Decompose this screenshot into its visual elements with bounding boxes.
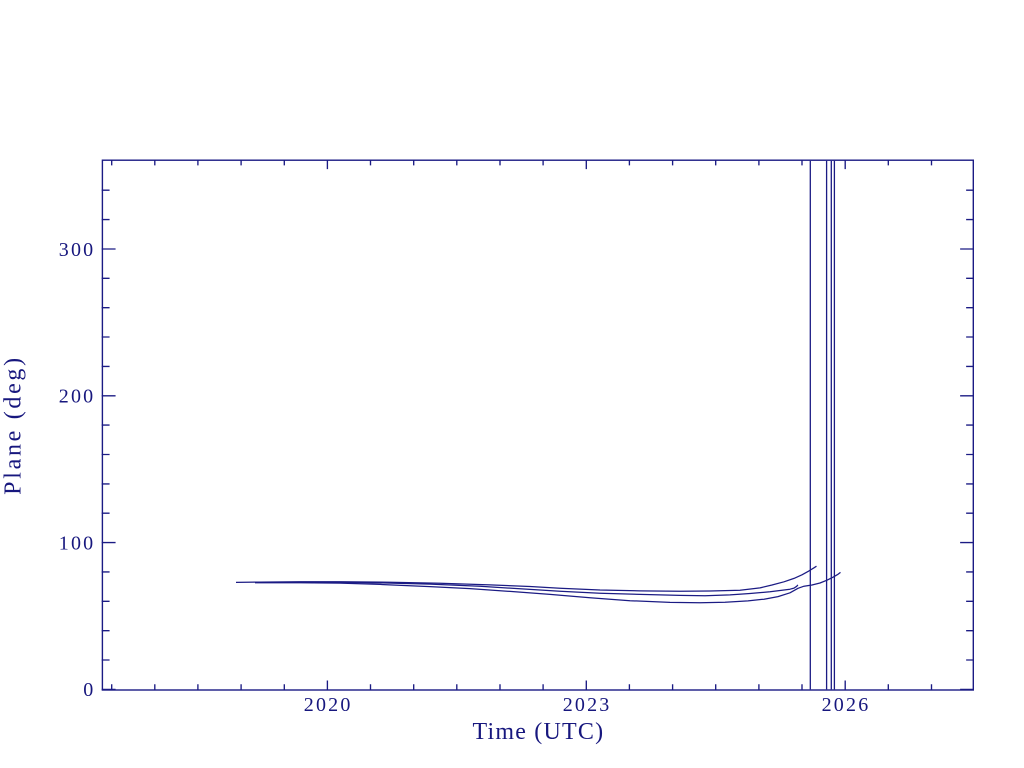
svg-text:2020: 2020 bbox=[304, 694, 353, 716]
svg-text:Time (UTC): Time (UTC) bbox=[473, 719, 605, 745]
svg-text:200: 200 bbox=[59, 386, 96, 408]
svg-text:2026: 2026 bbox=[822, 694, 871, 716]
svg-text:0: 0 bbox=[83, 679, 95, 701]
svg-text:100: 100 bbox=[59, 532, 96, 554]
svg-text:Plane (deg): Plane (deg) bbox=[1, 355, 27, 495]
svg-text:2023: 2023 bbox=[563, 694, 612, 716]
svg-text:300: 300 bbox=[59, 239, 96, 261]
